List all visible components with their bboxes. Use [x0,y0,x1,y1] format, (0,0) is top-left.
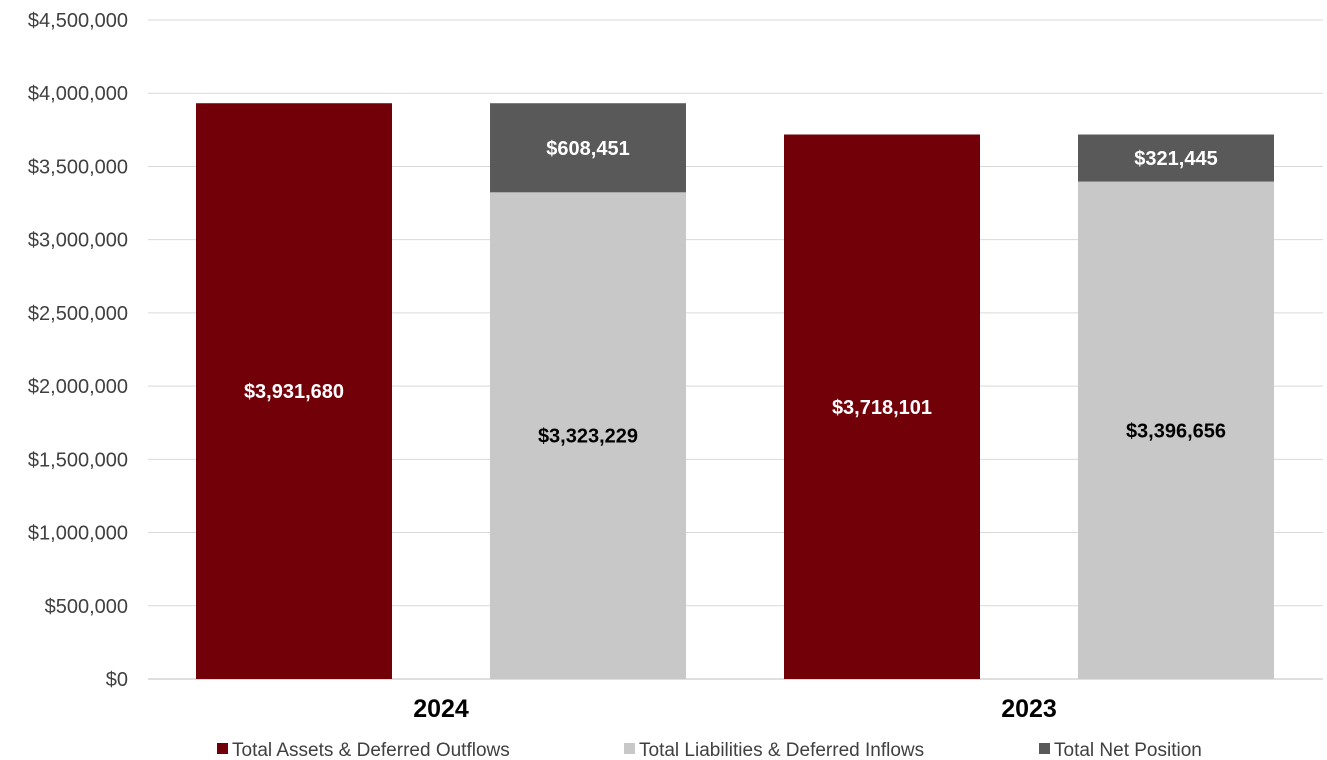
y-tick-label: $500,000 [45,596,128,618]
y-tick-label: $3,500,000 [28,156,128,178]
legend-label: Total Assets & Deferred Outflows [232,740,510,760]
y-tick-label: $4,000,000 [28,83,128,105]
category-label: 2024 [413,695,469,723]
bar-segment [490,192,686,679]
y-tick-label: $2,500,000 [28,303,128,325]
data-label: $608,451 [546,138,629,160]
bar-segment [196,103,392,680]
data-label: $3,396,656 [1126,420,1226,442]
legend-swatch [624,743,635,754]
data-labels: $3,931,680 $3,323,229 $608,451 $3,718,101 $3… [244,138,1226,448]
data-label: $3,323,229 [538,426,638,448]
legend: Total Assets & Deferred Outflows Total Li… [217,740,1202,760]
legend-label: Total Net Position [1054,740,1202,760]
y-tick-label: $2,000,000 [28,376,128,398]
bar-segment [784,134,980,679]
y-tick-label: $3,000,000 [28,230,128,252]
y-tick-label: $1,500,000 [28,449,128,471]
y-tick-label: $0 [106,669,128,691]
legend-item: Total Liabilities & Deferred Inflows [624,740,924,760]
bar-segment [1078,134,1274,182]
legend-label: Total Liabilities & Deferred Inflows [639,740,924,760]
bars [196,103,1274,680]
y-axis-tick-labels: $0 $500,000 $1,000,000 $1,500,000 $2,000,000… [28,10,128,691]
bar-segment [1078,181,1274,679]
legend-item: Total Net Position [1039,740,1202,760]
data-label: $321,445 [1134,148,1217,170]
legend-item: Total Assets & Deferred Outflows [217,740,510,760]
legend-swatch [217,743,228,754]
data-label: $3,931,680 [244,381,344,403]
y-tick-label: $4,500,000 [28,10,128,32]
legend-swatch [1039,743,1050,754]
data-label: $3,718,101 [832,397,932,419]
category-label: 2023 [1001,695,1057,723]
bar-segment [490,103,686,193]
y-tick-label: $1,000,000 [28,523,128,545]
category-labels: 2024 2023 [413,695,1057,723]
